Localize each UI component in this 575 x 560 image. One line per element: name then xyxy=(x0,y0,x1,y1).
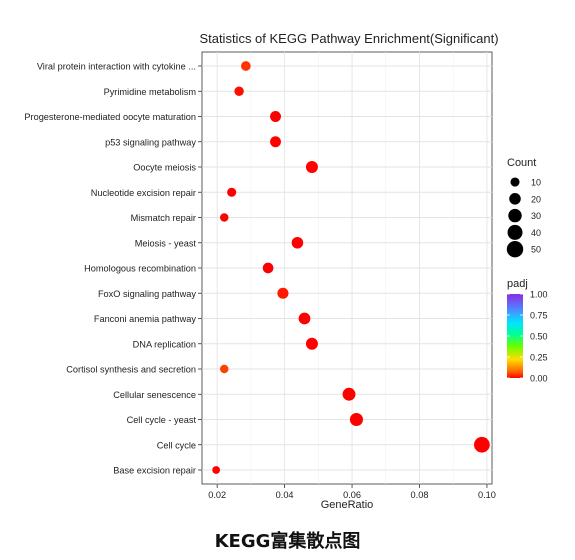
data-point xyxy=(227,187,237,197)
data-point xyxy=(305,161,318,173)
legend-size-dot xyxy=(506,241,524,258)
y-tick-label: Fanconi anemia pathway xyxy=(94,314,197,324)
legend-size-dot xyxy=(510,177,520,187)
y-tick-label: Oocyte meiosis xyxy=(133,163,196,173)
y-tick-label: FoxO signaling pathway xyxy=(98,289,196,299)
data-point xyxy=(220,213,229,222)
colorbar-label: 1.00 xyxy=(530,290,548,300)
x-tick-label: 0.08 xyxy=(411,490,429,500)
legend-size-label: 10 xyxy=(531,178,541,188)
y-tick-label: Cellular senescence xyxy=(113,390,196,400)
y-tick-label: Nucleotide excision repair xyxy=(91,188,196,198)
legend-color-title: padj xyxy=(507,278,528,290)
y-tick-label: Progesterone-mediated oocyte maturation xyxy=(24,112,196,122)
y-tick-label: Pyrimidine metabolism xyxy=(104,87,197,97)
x-tick-label: 0.10 xyxy=(478,490,496,500)
y-tick-label: p53 signaling pathway xyxy=(105,137,196,147)
legend-size-label: 50 xyxy=(531,245,541,255)
legend-size-dot xyxy=(507,224,523,240)
x-tick-label: 0.02 xyxy=(208,490,226,500)
padj-colorbar xyxy=(507,294,523,378)
legend-size-dot xyxy=(508,208,522,223)
chart-title: Statistics of KEGG Pathway Enrichment(Si… xyxy=(199,31,498,46)
colorbar-label: 0.00 xyxy=(530,374,548,384)
data-point xyxy=(212,466,221,474)
x-axis-ticks: 0.02 0.04 0.06 0.08 0.10 xyxy=(208,484,496,500)
y-tick-label: Meiosis - yeast xyxy=(135,238,197,248)
data-point xyxy=(298,312,311,325)
y-tick-label: Cell cycle xyxy=(157,440,196,450)
colorbar-label: 0.75 xyxy=(530,311,548,321)
legend-size-label: 40 xyxy=(531,228,541,238)
data-point xyxy=(277,287,289,299)
data-point xyxy=(270,111,281,122)
data-point xyxy=(291,236,304,249)
y-tick-label: DNA replication xyxy=(133,339,196,349)
figure-caption: KEGG富集散点图 xyxy=(214,531,361,552)
y-tick-label: Mismatch repair xyxy=(131,213,196,223)
x-tick-label: 0.04 xyxy=(276,490,294,500)
y-tick-label: Base excision repair xyxy=(113,466,196,476)
data-point xyxy=(305,337,318,350)
y-tick-label: Cortisol synthesis and secretion xyxy=(66,365,196,375)
data-points xyxy=(212,61,490,474)
data-point xyxy=(349,412,363,427)
data-point xyxy=(270,136,281,148)
grid-lines xyxy=(202,52,492,484)
kegg-scatter-chart: Statistics of KEGG Pathway Enrichment(Si… xyxy=(24,31,548,511)
legend-size: Count 10 20 30 40 50 xyxy=(506,157,541,258)
data-point xyxy=(220,364,229,374)
y-tick-label: Viral protein interaction with cytokine … xyxy=(37,62,196,72)
y-tick-label: Homologous recombination xyxy=(84,264,196,274)
x-tick-label: 0.06 xyxy=(343,490,361,500)
data-point xyxy=(234,86,244,96)
y-tick-label: Cell cycle - yeast xyxy=(127,415,197,425)
data-point xyxy=(241,61,251,71)
legend-size-label: 30 xyxy=(531,211,541,221)
y-axis-labels: Viral protein interaction with cytokine … xyxy=(24,62,202,476)
legend-size-title: Count xyxy=(507,157,536,169)
colorbar-label: 0.25 xyxy=(530,353,548,363)
legend-size-dot xyxy=(509,193,521,205)
colorbar-label: 0.50 xyxy=(530,332,548,342)
data-point xyxy=(342,387,356,401)
legend-color: padj 1.00 0.75 0.50 0.25 0.00 xyxy=(507,278,548,384)
data-point xyxy=(474,436,490,453)
x-axis-title: GeneRatio xyxy=(321,499,374,511)
legend-size-label: 20 xyxy=(531,194,541,204)
data-point xyxy=(262,262,274,274)
